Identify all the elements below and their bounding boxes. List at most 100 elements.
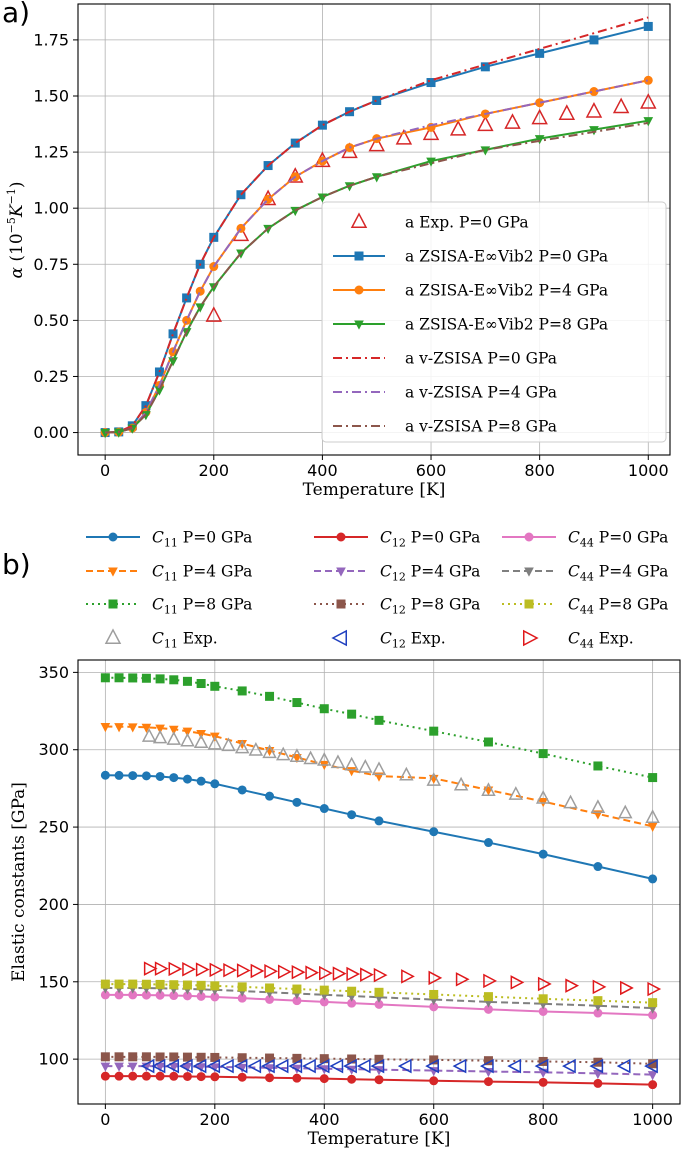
chart-a-data-point	[205, 306, 223, 322]
chart-b-data-point	[166, 731, 182, 745]
chart-b-data-point	[453, 776, 469, 791]
chart-a-y-tick-label: 1.50	[33, 86, 69, 105]
chart-b-data-point	[510, 975, 525, 990]
chart-a-series-line	[105, 121, 649, 434]
chart-b-data-point	[292, 698, 302, 708]
chart-b-data-point	[141, 728, 157, 742]
chart-b-data-point	[483, 737, 493, 747]
chart-a-data-point	[585, 102, 603, 118]
chart-b-data-point	[114, 723, 124, 733]
chart-a-legend-marker	[354, 285, 364, 295]
chart-b-data-point	[100, 1062, 111, 1072]
chart-a-data-point	[236, 190, 246, 200]
chart-b-data-point	[319, 804, 329, 814]
chart-b-data-point	[127, 1062, 138, 1072]
chart-b-data-point	[223, 962, 238, 978]
chart-b-data-point	[141, 1071, 151, 1081]
chart-b-data-point	[128, 673, 138, 683]
chart-b-data-point	[479, 1058, 494, 1074]
chart-b-data-point	[210, 1072, 220, 1082]
chart-b-data-point	[620, 980, 634, 996]
chart-a-data-point	[182, 293, 192, 303]
chart-b-data-point	[155, 771, 165, 781]
chart-b-data-point	[182, 774, 192, 784]
chart-b-data-point	[114, 1062, 124, 1072]
chart-b-data-point	[221, 737, 236, 752]
chart-b-data-point	[151, 1058, 166, 1074]
chart-b-data-point	[429, 1076, 439, 1086]
chart-b-data-point	[483, 1077, 493, 1087]
chart-b-data-point	[644, 1058, 658, 1074]
chart-b-legend-marker	[524, 532, 534, 542]
chart-b-data-point	[538, 1077, 548, 1087]
chart-b-data-point	[275, 746, 291, 761]
chart-b-data-point	[426, 772, 441, 786]
chart-b-data-point	[455, 972, 470, 987]
chart-b-data-point	[330, 754, 346, 769]
chart-b-data-point	[127, 723, 138, 733]
chart-b-data-point	[196, 1052, 206, 1062]
chart-b-legend-marker	[331, 629, 347, 647]
chart-b-data-point	[168, 961, 183, 977]
chart-a-data-point	[480, 62, 490, 72]
chart-b-data-point	[292, 1073, 302, 1083]
chart-b-data-point	[291, 964, 306, 980]
chart-a-data-point	[558, 104, 576, 120]
chart-b-data-point	[262, 744, 277, 759]
chart-b-data-point	[196, 980, 206, 990]
chart-b-data-point	[347, 810, 357, 820]
chart-b-data-point	[210, 981, 220, 991]
chart-b-data-point	[344, 756, 359, 771]
chart-b-data-point	[374, 715, 384, 725]
chart-b-data-point	[168, 1062, 179, 1073]
chart-b-data-point	[315, 1058, 330, 1074]
chart-a-legend-marker	[350, 212, 368, 228]
chart-b-data-point	[616, 1058, 631, 1074]
chart-b-data-point	[401, 969, 415, 984]
chart-b-data-point	[168, 725, 179, 735]
chart-b-data-point	[292, 753, 302, 764]
chart-b-series-6	[100, 673, 658, 783]
chart-b-data-point	[141, 979, 151, 989]
chart-b-data-point	[196, 776, 206, 786]
chart-b-data-point	[155, 979, 165, 989]
chart-b-data-point	[645, 809, 660, 824]
chart-b-legend-marker	[523, 629, 539, 647]
chart-b-data-point	[100, 1071, 110, 1081]
chart-b-data-point	[100, 723, 111, 733]
chart-b-legend-marker	[336, 599, 346, 609]
chart-b-data-point	[114, 979, 124, 989]
chart-a-series-6	[105, 121, 649, 434]
chart-b-data-point	[590, 799, 606, 813]
chart-b-data-point	[648, 773, 658, 783]
chart-b-data-point	[114, 673, 124, 683]
chart-b-data-point	[141, 1052, 151, 1062]
chart-b-plot-area: 0 200 400 600 800 1000 100 150 200 250 300 350 Tempe…	[38, 659, 681, 1149]
chart-b-data-point	[593, 996, 603, 1006]
chart-a-y-tick-label: 0.00	[33, 423, 69, 442]
chart-a-series-line	[105, 16, 649, 434]
chart-b-data-point	[538, 749, 548, 759]
chart-b-data-point	[114, 770, 124, 780]
chart-a-data-point	[589, 126, 599, 136]
chart-b-y-axis-label: Elastic constants [GPa]	[9, 782, 29, 982]
chart-a-data-point	[168, 329, 178, 339]
chart-b-y-tick-label: 150	[38, 972, 69, 991]
chart-a-data-point	[372, 95, 382, 105]
chart-b-data-point	[210, 681, 220, 691]
chart-b-data-point	[236, 963, 251, 978]
chart-b-data-point	[250, 963, 265, 979]
chart-b-legend-marker	[524, 599, 534, 609]
chart-b-data-point	[370, 1058, 385, 1074]
chart-b-data-point	[219, 1058, 234, 1074]
chart-b-data-point	[261, 1058, 275, 1074]
chart-b-legend-label: C44 P=8 GPa	[568, 596, 668, 617]
chart-b-data-point	[155, 674, 165, 684]
chart-b-data-point	[128, 979, 138, 989]
chart-a-x-tick-label: 600	[416, 461, 447, 480]
chart-b-data-point	[155, 1052, 165, 1062]
chart-b-data-point	[429, 827, 439, 837]
chart-b-data-point	[169, 773, 179, 783]
chart-b-data-point	[143, 961, 158, 976]
chart-b-data-point	[141, 771, 151, 781]
